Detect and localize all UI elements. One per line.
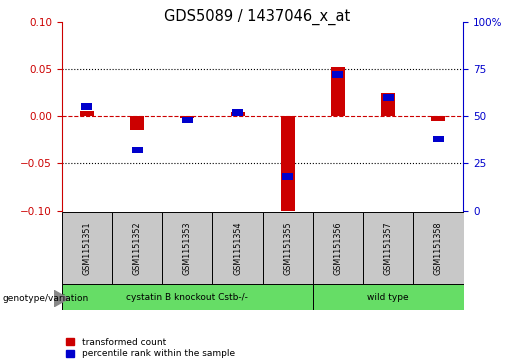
Polygon shape [54,290,68,307]
Bar [231,113,245,116]
Bar [433,135,444,142]
FancyBboxPatch shape [313,212,363,285]
Text: GSM1151357: GSM1151357 [384,222,392,276]
Text: GSM1151353: GSM1151353 [183,222,192,276]
FancyBboxPatch shape [112,212,162,285]
Legend: transformed count, percentile rank within the sample: transformed count, percentile rank withi… [66,338,235,359]
FancyBboxPatch shape [313,284,464,310]
Text: cystatin B knockout Cstb-/-: cystatin B knockout Cstb-/- [126,293,248,302]
FancyBboxPatch shape [263,212,313,285]
Bar [331,67,345,116]
Bar [232,109,243,116]
Text: GSM1151354: GSM1151354 [233,222,242,276]
FancyBboxPatch shape [363,212,413,285]
Bar [432,116,445,121]
Bar [180,116,194,118]
Text: GSM1151352: GSM1151352 [133,222,142,276]
Text: GSM1151355: GSM1151355 [283,222,292,276]
Bar [282,173,293,180]
FancyBboxPatch shape [62,284,313,310]
Bar [80,111,94,116]
FancyBboxPatch shape [212,212,263,285]
Text: genotype/variation: genotype/variation [3,294,89,303]
Bar [383,94,393,101]
Bar [333,72,344,78]
Bar [381,93,395,116]
Text: GDS5089 / 1437046_x_at: GDS5089 / 1437046_x_at [164,9,351,25]
Bar [132,147,143,154]
Text: GSM1151351: GSM1151351 [82,222,91,276]
FancyBboxPatch shape [162,212,212,285]
Text: GSM1151358: GSM1151358 [434,222,443,276]
Bar [281,116,295,215]
Bar [182,117,193,123]
Bar [130,116,144,130]
Bar [81,103,92,110]
Text: GSM1151356: GSM1151356 [334,222,342,276]
FancyBboxPatch shape [62,212,112,285]
Text: wild type: wild type [367,293,409,302]
FancyBboxPatch shape [413,212,464,285]
